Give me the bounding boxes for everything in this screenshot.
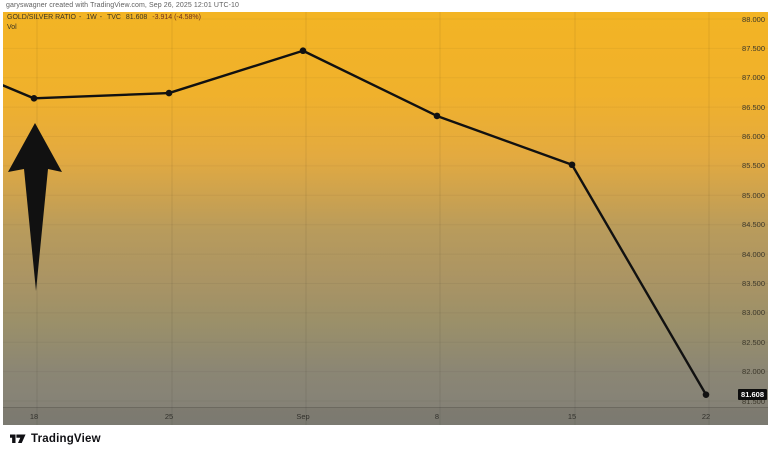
data-point-marker	[568, 161, 576, 169]
attribution-text: garyswagner created with TradingView.com…	[6, 2, 240, 9]
price-axis-tick: 85.500	[742, 161, 765, 171]
time-axis-tick: 8	[434, 412, 440, 421]
price-axis-tick: 83.500	[742, 278, 765, 288]
price-axis-tick: 84.500	[742, 220, 765, 230]
data-point-marker	[299, 47, 307, 55]
time-axis[interactable]: 18 25 Sep 8 15 22	[3, 407, 768, 425]
footer-bar: TradingView	[0, 425, 768, 452]
legend-price: 81.608	[125, 14, 148, 21]
legend-symbol: GOLD/SILVER RATIO	[7, 14, 76, 21]
price-axis-tick: 88.000	[742, 14, 765, 24]
last-price-label: 81.608	[738, 389, 767, 401]
price-axis-tick: 82.500	[742, 337, 765, 347]
legend-exchange: TVC	[106, 14, 121, 21]
time-axis-tick: 22	[701, 412, 711, 421]
price-axis-tick: 84.000	[742, 249, 765, 259]
time-axis-tick: 15	[567, 412, 577, 421]
price-line	[3, 49, 708, 396]
data-point-marker	[165, 89, 173, 97]
data-point-marker	[30, 95, 38, 102]
chart-legend: GOLD/SILVER RATIO - 1W - TVC 81.608 -3.914…	[7, 14, 204, 31]
legend-separator-2: -	[99, 14, 103, 21]
price-axis-tick: 86.500	[742, 102, 765, 112]
time-axis-tick: 25	[164, 412, 174, 421]
time-axis-tick: 18	[29, 412, 39, 421]
price-axis-tick: 86.000	[742, 132, 765, 142]
price-axis-tick: 85.000	[742, 190, 765, 200]
legend-interval: 1W	[86, 14, 97, 21]
price-axis-tick: 83.000	[742, 308, 765, 318]
data-point-marker	[702, 391, 710, 398]
price-axis-tick: 87.000	[742, 73, 765, 83]
price-axis-tick: 87.500	[742, 43, 765, 53]
data-point-marker	[433, 112, 441, 120]
tradingview-brand[interactable]: TradingView	[31, 432, 101, 445]
legend-separator-1: -	[78, 14, 82, 21]
price-line-chart	[3, 12, 768, 425]
tradingview-logo-icon[interactable]	[10, 432, 26, 445]
price-axis-tick: 82.000	[742, 367, 765, 377]
price-axis-tick: 81.500	[742, 396, 765, 406]
up-arrow-annotation	[8, 123, 62, 291]
time-axis-tick: Sep	[296, 412, 310, 421]
chart-pane[interactable]: GOLD/SILVER RATIO - 1W - TVC 81.608 -3.914…	[3, 12, 768, 425]
legend-vol-indicator: Vol	[7, 24, 17, 31]
legend-change: -3.914 (-4.58%)	[152, 14, 201, 21]
legend-title-row: GOLD/SILVER RATIO - 1W - TVC 81.608 -3.914…	[7, 14, 204, 21]
